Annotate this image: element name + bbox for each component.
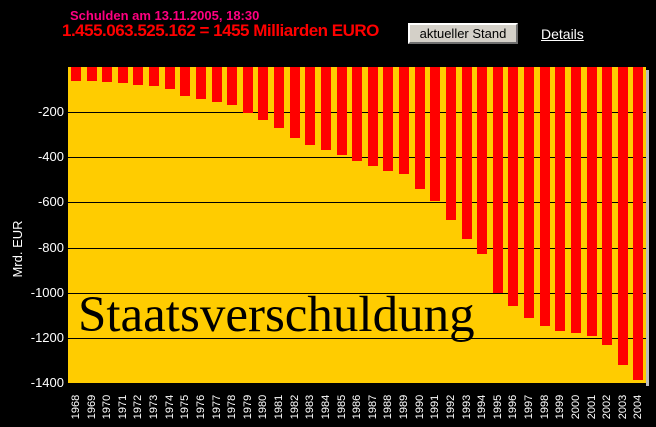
debt-bar-1969 [87,67,97,81]
x-axis-tick-label: 1991 [429,394,441,420]
x-axis-tick-label: 1981 [273,394,285,420]
debt-bar-1973 [149,67,159,86]
x-axis-tick-label: 1992 [445,394,457,420]
debt-bar-1996 [508,67,518,306]
debt-bar-1972 [133,67,143,85]
x-axis-tick-label: 1976 [195,394,207,420]
x-axis-tick-label: 1993 [461,394,473,420]
debt-bar-1980 [258,67,268,120]
x-axis-tick-label: 1985 [336,394,348,420]
y-axis-tick-label: -1200 [30,330,64,345]
plot-right-shadow [646,70,649,386]
debt-bar-1974 [165,67,175,89]
debt-bar-1989 [399,67,409,174]
debt-bar-1984 [321,67,331,150]
x-axis-tick-label: 1994 [476,394,488,420]
chart-title: Staatsverschuldung [78,287,475,343]
debt-bar-1990 [415,67,425,189]
debt-bar-1991 [430,67,440,201]
x-axis-tick-label: 1974 [164,394,176,420]
x-axis-tick-label: 2000 [570,394,582,420]
x-axis-tick-label: 1969 [86,394,98,420]
debt-bar-1975 [180,67,190,96]
gridline [68,202,646,203]
x-axis-tick-label: 1990 [414,394,426,420]
debt-bar-1981 [274,67,284,128]
x-axis-tick-label: 1978 [226,394,238,420]
x-axis-tick-label: 1989 [398,394,410,420]
debt-bar-1979 [243,67,253,113]
debt-bar-2003 [618,67,628,365]
debt-bar-1983 [305,67,315,145]
x-axis-tick-label: 1996 [507,394,519,420]
x-axis-tick-label: 1999 [554,394,566,420]
debt-bar-2001 [587,67,597,336]
x-axis-tick-label: 1971 [117,394,129,420]
gridline [68,248,646,249]
gridline [68,338,646,339]
y-axis-tick-label: -1000 [30,285,64,300]
debt-bar-1976 [196,67,206,99]
x-axis-tick-label: 1987 [367,394,379,420]
x-axis-tick-label: 1973 [148,394,160,420]
debt-bar-2002 [602,67,612,345]
debt-bar-1999 [555,67,565,331]
y-axis-tick-label: -800 [37,240,64,255]
x-axis-tick-label: 2001 [586,394,598,420]
debt-bar-1985 [337,67,347,155]
x-axis-tick-label: 1984 [320,394,332,420]
debt-bar-1971 [118,67,128,83]
chart-plot-area [68,67,646,383]
y-axis-tick-label: -1400 [30,375,64,390]
x-axis-tick-label: 1979 [242,394,254,420]
x-axis-tick-label: 1977 [211,394,223,420]
debt-bar-1993 [462,67,472,239]
debt-bar-1988 [383,67,393,171]
x-axis-tick-label: 1986 [351,394,363,420]
debt-bar-1997 [524,67,534,318]
x-axis-tick-label: 2004 [632,394,644,420]
x-axis-tick-label: 1983 [304,394,316,420]
x-axis-tick-label: 1968 [70,394,82,420]
debt-bar-1987 [368,67,378,166]
x-axis-tick-label: 1972 [132,394,144,420]
x-axis-tick-label: 1982 [289,394,301,420]
x-axis-tick-label: 1997 [523,394,535,420]
x-axis-tick-label: 1970 [101,394,113,420]
debt-bar-1986 [352,67,362,161]
x-axis-tick-label: 1988 [382,394,394,420]
y-axis-tick-label: -400 [37,149,64,164]
debt-bar-1968 [71,67,81,81]
debt-bar-1992 [446,67,456,220]
x-axis-tick-label: 2002 [601,394,613,420]
debt-bar-2000 [571,67,581,333]
y-axis-tick-label: -200 [37,104,64,119]
debt-bar-1970 [102,67,112,82]
aktueller-stand-button[interactable]: aktueller Stand [408,23,518,44]
details-link[interactable]: Details [541,26,584,42]
x-axis-tick-label: 1975 [179,394,191,420]
debt-bar-1978 [227,67,237,105]
x-axis-tick-label: 1980 [257,394,269,420]
x-axis-tick-label: 1998 [539,394,551,420]
debt-bar-1998 [540,67,550,326]
debt-bar-1982 [290,67,300,138]
debt-bar-2004 [633,67,643,380]
debt-bar-1995 [493,67,503,293]
debt-bar-1977 [212,67,222,102]
debt-bar-1994 [477,67,487,254]
debt-date-text: Schulden am 13.11.2005, 18:30 [70,8,260,23]
gridline [68,293,646,294]
x-axis-tick-label: 2003 [617,394,629,420]
debt-amount-text: 1.455.063.525.162 = 1455 Milliarden EURO [62,21,379,40]
y-axis-tick-label: -600 [37,194,64,209]
x-axis-tick-label: 1995 [492,394,504,420]
